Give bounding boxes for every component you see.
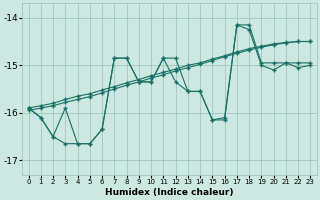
X-axis label: Humidex (Indice chaleur): Humidex (Indice chaleur): [105, 188, 234, 197]
